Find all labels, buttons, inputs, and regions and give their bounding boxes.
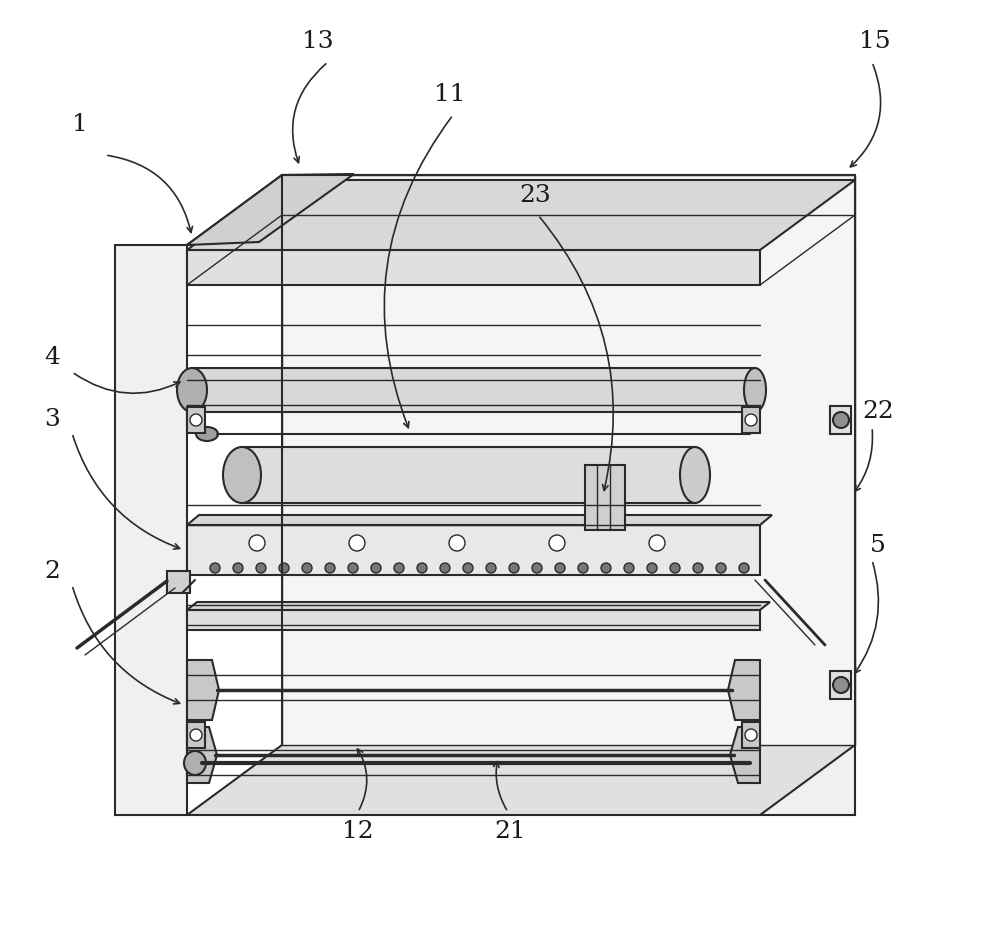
Circle shape [394,563,404,573]
Polygon shape [187,727,217,783]
Ellipse shape [184,751,206,775]
Circle shape [601,563,611,573]
Circle shape [449,535,465,551]
Text: 4: 4 [44,347,60,369]
Polygon shape [187,515,772,525]
Circle shape [440,563,450,573]
Circle shape [463,563,473,573]
Circle shape [716,563,726,573]
Ellipse shape [177,368,207,412]
Circle shape [233,563,243,573]
Text: 23: 23 [519,183,551,206]
Text: 11: 11 [434,84,466,107]
Polygon shape [187,174,354,245]
Circle shape [190,729,202,741]
Circle shape [190,414,202,426]
Polygon shape [282,175,855,745]
Polygon shape [242,447,695,503]
Polygon shape [187,525,760,575]
Polygon shape [187,250,760,285]
Polygon shape [187,660,219,720]
Circle shape [649,535,665,551]
Circle shape [302,563,312,573]
Circle shape [256,563,266,573]
Text: 22: 22 [862,401,894,423]
Polygon shape [585,465,625,530]
Polygon shape [742,407,760,433]
Text: 1: 1 [72,113,88,137]
Circle shape [371,563,381,573]
Polygon shape [728,660,760,720]
Text: 13: 13 [302,31,334,54]
Ellipse shape [196,427,218,441]
Polygon shape [760,245,855,815]
Circle shape [417,563,427,573]
Polygon shape [115,245,187,815]
Circle shape [745,414,757,426]
Circle shape [532,563,542,573]
Circle shape [739,563,749,573]
Text: 5: 5 [870,534,886,556]
Circle shape [578,563,588,573]
Polygon shape [730,727,760,783]
Ellipse shape [223,447,261,503]
Circle shape [624,563,634,573]
Circle shape [486,563,496,573]
Circle shape [647,563,657,573]
Circle shape [325,563,335,573]
Circle shape [348,563,358,573]
Polygon shape [187,610,760,630]
Circle shape [549,535,565,551]
Polygon shape [192,368,755,412]
Ellipse shape [680,447,710,503]
Text: 12: 12 [342,820,374,844]
Ellipse shape [744,368,766,412]
Polygon shape [830,406,851,434]
Polygon shape [187,407,205,433]
Circle shape [833,677,849,693]
Circle shape [279,563,289,573]
Circle shape [693,563,703,573]
Polygon shape [742,722,760,748]
Text: 21: 21 [494,820,526,844]
Polygon shape [830,671,851,699]
Polygon shape [187,745,855,815]
Text: 2: 2 [44,561,60,583]
Circle shape [833,412,849,428]
Circle shape [745,729,757,741]
Polygon shape [187,175,855,245]
Polygon shape [187,722,205,748]
Circle shape [210,563,220,573]
Circle shape [349,535,365,551]
Polygon shape [167,571,190,593]
Circle shape [509,563,519,573]
Circle shape [670,563,680,573]
Text: 3: 3 [44,408,60,432]
Circle shape [555,563,565,573]
Polygon shape [187,602,770,610]
Text: 15: 15 [859,31,891,54]
Polygon shape [187,180,855,250]
Circle shape [249,535,265,551]
